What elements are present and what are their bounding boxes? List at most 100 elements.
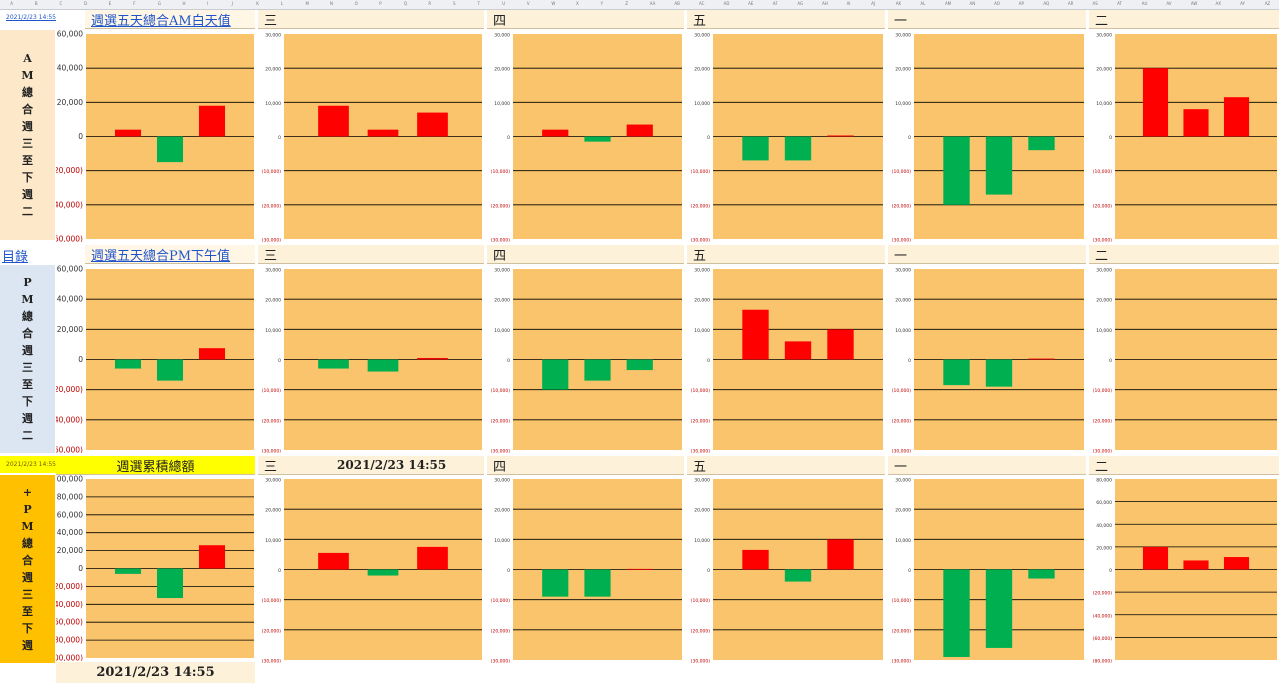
total-day-tue-label: 二 [1095,459,1109,475]
y-tick-label: 0 [908,568,911,574]
side-label-char: A [23,52,32,65]
chart-total-mon[interactable]: 30,000 20,000 10,000 0 (10,000) (20,000) (30,0… [888,475,1086,663]
y-tick-label: 0 [78,564,83,573]
chart-total-big[interactable]: 100,000 80,000 60,000 40,000 20,000 0 (20,000)… [56,475,256,661]
bar-chart-svg: 80,000 60,000 40,000 20,000 0 (20,000) (40,000… [1093,478,1277,663]
column-letter[interactable]: AI [846,1,851,6]
column-letter[interactable]: D [84,1,88,6]
column-letter[interactable]: C [59,1,63,6]
column-letter[interactable]: AN [969,1,976,6]
column-letter[interactable]: V [526,1,530,6]
column-letter[interactable]: E [108,1,112,6]
y-tick-label: 20,000 [895,67,911,73]
column-letter[interactable]: AW [1190,1,1198,6]
pm-main-title-link[interactable]: 週選五天總合PM下午值 [91,248,231,264]
y-tick-label: 20,000 [694,298,710,304]
column-letter[interactable]: AD [723,1,730,6]
chart-am-tue[interactable]: 30,000 20,000 10,000 0 (10,000) (20,000) (30,0… [1089,30,1279,242]
column-letter[interactable]: I [207,1,209,6]
chart-total-thu[interactable]: 30,000 20,000 10,000 0 (10,000) (20,000) (30,0… [487,475,684,663]
y-tick-label: 0 [1109,135,1112,141]
column-letter[interactable]: U [502,1,506,6]
column-letter[interactable]: L [280,1,284,6]
column-letter[interactable]: S [453,1,456,6]
column-letter[interactable]: AY [1240,1,1245,6]
chart-pm-thu[interactable]: 30,000 20,000 10,000 0 (10,000) (20,000) (30,0… [487,265,684,453]
column-letter[interactable]: J [231,1,233,6]
bar-3 [1223,97,1250,137]
side-label-char: P [23,276,32,289]
column-letter[interactable]: AG [797,1,804,6]
am-main-title-link[interactable]: 週選五天總合AM白天值 [91,13,231,29]
am-main-title[interactable]: 週選五天總合AM白天值 [85,10,255,29]
column-letter[interactable]: O [354,1,358,6]
column-letter[interactable]: AL [920,1,926,6]
chart-total-fri[interactable]: 30,000 20,000 10,000 0 (10,000) (20,000) (30,0… [687,475,885,663]
column-letter[interactable]: Q [403,1,407,6]
column-letter[interactable]: H [182,1,186,6]
column-letter[interactable]: P [379,1,382,6]
column-letter[interactable]: AT [1117,1,1122,6]
y-tick-label: 0 [78,355,83,364]
bar-2 [1183,560,1209,570]
chart-pm-mon[interactable]: 30,000 20,000 10,000 0 (10,000) (20,000) (30,0… [888,265,1086,453]
column-letter[interactable]: M [305,1,309,6]
column-letter[interactable]: Z [625,1,628,6]
column-letter[interactable]: AF [772,1,778,6]
column-letter[interactable]: AC [698,1,705,6]
pm-day-thu: 四 [487,245,684,264]
column-letter[interactable]: T [477,1,481,6]
bar-3 [417,112,448,137]
column-letter[interactable]: AJ [871,1,876,6]
column-letter[interactable]: N [330,1,334,6]
y-tick-label: 20,000 [895,508,911,514]
chart-am-fri[interactable]: 30,000 20,000 10,000 0 (10,000) (20,000) (30,0… [687,30,885,242]
chart-am-wed[interactable]: 30,000 20,000 10,000 0 (10,000) (20,000) (30,0… [258,30,484,242]
column-letter[interactable]: AA [649,1,656,6]
pm-main-title[interactable]: 週選五天總合PM下午值 [85,245,255,264]
column-letter[interactable]: A [10,1,14,6]
bar-3 [417,546,448,570]
column-letter[interactable]: K [256,1,259,6]
bar-2 [1183,109,1209,137]
chart-pm-wed[interactable]: 30,000 20,000 10,000 0 (10,000) (20,000) (30,0… [258,265,484,453]
column-letter[interactable]: B [34,1,38,6]
column-letter[interactable]: AM [944,1,952,6]
am-corner-timestamp[interactable]: 2021/2/23 14:55 [6,14,56,21]
chart-pm-tue[interactable]: 30,000 20,000 10,000 0 (10,000) (20,000) (30,0… [1089,265,1279,453]
chart-am-thu[interactable]: 30,000 20,000 10,000 0 (10,000) (20,000) (30,0… [487,30,684,242]
column-letter[interactable]: R [428,1,432,6]
column-letter[interactable]: AS [1092,1,1098,6]
column-letter[interactable]: Y [600,1,604,6]
column-letter[interactable]: AZ [1264,1,1271,6]
y-tick-label: (30,000) [892,659,912,664]
column-letter[interactable]: AX [1215,1,1221,6]
column-letter[interactable]: AR [1067,1,1074,6]
bar-2 [985,569,1013,648]
total-day-fri: 五 [687,456,885,475]
chart-am-mon[interactable]: 30,000 20,000 10,000 0 (10,000) (20,000) (30,0… [888,30,1086,242]
column-letter[interactable]: AO [994,1,1000,6]
column-letter[interactable]: X [576,1,579,6]
column-letter[interactable]: W [551,1,556,6]
side-label-char: 下 [22,171,33,184]
column-letter[interactable]: AP [1018,1,1024,6]
chart-total-tue[interactable]: 80,000 60,000 40,000 20,000 0 (20,000) (40,000… [1089,475,1279,663]
y-tick-label: (20,000) [691,203,711,209]
chart-pm-big[interactable]: 60,000 40,000 20,000 0 (20,000) (40,000) (60,0… [56,265,256,453]
pm-directory-link[interactable]: 目錄 [2,250,29,265]
column-letter[interactable]: AU [1141,1,1148,6]
column-letter[interactable]: AV [1166,1,1172,6]
column-letter[interactable]: G [157,1,161,6]
column-letter[interactable]: F [133,1,136,6]
chart-am-big[interactable]: 60,000 40,000 20,000 0 (20,000) (40,000) (60,0… [56,30,256,242]
chart-pm-fri[interactable]: 30,000 20,000 10,000 0 (10,000) (20,000) (30,0… [687,265,885,453]
column-letter[interactable]: AQ [1043,1,1050,6]
column-letter[interactable]: AK [895,1,902,6]
chart-total-wed[interactable]: 30,000 20,000 10,000 0 (10,000) (20,000) (30,0… [258,475,484,663]
column-letter[interactable]: AB [674,1,680,6]
side-label-char: 週 [22,120,33,133]
y-tick-label: 30,000 [1096,33,1112,39]
column-letter[interactable]: AH [821,1,828,6]
column-letter[interactable]: AE [748,1,754,6]
